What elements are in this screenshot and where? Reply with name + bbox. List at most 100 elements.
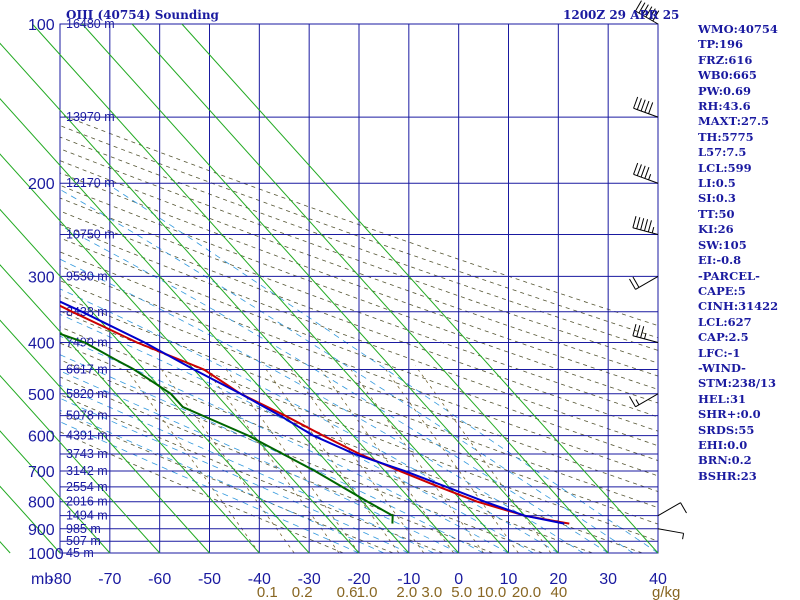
index-line: PW:0.69 (698, 83, 752, 98)
height-label: 985 m (66, 522, 101, 536)
index-line: BRN:0.2 (698, 453, 752, 468)
pressure-tick-label: 600 (28, 429, 55, 446)
wind-barb (629, 275, 659, 290)
barb-flag (648, 102, 654, 114)
barb-staff (657, 502, 681, 517)
skewed-isotherm (0, 540, 11, 554)
wind-barb (632, 216, 659, 235)
barb-flag (636, 325, 641, 337)
skewed-isotherm (0, 264, 260, 554)
x-unit-label: mb (31, 571, 53, 588)
pressure-tick-label: 500 (28, 387, 55, 404)
profile-line (60, 304, 570, 525)
wind-barb (633, 96, 659, 118)
skewed-isotherm (0, 42, 460, 554)
temperature-tick-label: -70 (98, 571, 121, 588)
mixing-ratio-label: 0.1 (257, 584, 278, 600)
index-line: SI:0.3 (698, 191, 736, 206)
height-label: 3743 m (66, 447, 108, 461)
height-label: 10750 m (66, 228, 115, 242)
barb-flag (652, 10, 660, 22)
barb-flag (632, 216, 637, 228)
temperature-tick-label: -10 (397, 571, 420, 588)
temperature-tick-label: -60 (148, 571, 171, 588)
index-line: WMO:40754 (698, 22, 778, 36)
wind-barbs (629, 0, 687, 540)
barb-flag (644, 167, 650, 179)
skewed-isotherm (0, 430, 111, 554)
chart-title: OIII (40754) Sounding (66, 8, 219, 22)
temperature-tick-label: 10 (500, 571, 518, 588)
skewed-isotherm (0, 153, 360, 554)
barb-flag (629, 278, 636, 290)
wind-barb (633, 162, 659, 184)
barb-flag (645, 6, 653, 18)
barb-flag (635, 0, 642, 12)
barb-half (648, 174, 652, 180)
mixing-ratio-label: 20.0 (512, 584, 541, 600)
wind-barb (632, 324, 659, 343)
index-line: EHI:0.0 (698, 437, 748, 452)
height-label: 2554 m (66, 480, 108, 494)
barb-half (682, 533, 685, 540)
skewed-isotherm (0, 374, 161, 554)
barb-flag (647, 220, 652, 233)
temperature-tick-label: 0 (454, 571, 463, 588)
dry-adiabat (60, 295, 658, 525)
moist-adiabat (60, 397, 409, 554)
index-line: HEL:31 (698, 391, 746, 406)
height-label: 45 m (66, 546, 94, 560)
temperature-tick-label: -50 (198, 571, 221, 588)
moist-adiabat (60, 421, 360, 554)
wind-barb (629, 393, 659, 408)
height-label: 2016 m (66, 495, 108, 509)
chart-time: 1200Z 29 APR 25 (563, 8, 680, 22)
barb-half (635, 399, 640, 406)
index-line: TH:5775 (698, 129, 754, 144)
index-line: BSHR:23 (698, 468, 757, 483)
barb-flag (636, 98, 642, 110)
pressure-tick-label: 800 (28, 495, 55, 512)
profile-line (60, 332, 394, 524)
index-line: EI:-0.8 (698, 253, 742, 268)
barb-flag (680, 502, 687, 514)
index-line: CAP:2.5 (698, 330, 749, 345)
height-label: 13970 m (66, 110, 115, 124)
profile-line (60, 300, 565, 525)
indices-panel: WMO:40754 TP:196 FRZ:616 WB0:665 PW:0.69 RH:4… (698, 22, 778, 484)
height-label: 5820 m (66, 387, 108, 401)
barb-flag (641, 4, 649, 16)
barb-staff (635, 10, 659, 25)
pressure-tick-label: 900 (28, 522, 55, 539)
wind-barb (657, 528, 685, 540)
index-line: FRZ:616 (698, 52, 753, 67)
index-line: SW:105 (698, 237, 747, 252)
skewed-isotherm (81, 23, 559, 554)
skewed-isotherm (0, 97, 410, 554)
height-label: 5078 m (66, 409, 108, 423)
height-label: 12170 m (66, 176, 115, 190)
pressure-tick-label: 700 (28, 464, 55, 481)
mixing-ratio-label: 3.0 (421, 584, 442, 600)
barb-flag (640, 99, 646, 112)
moist-adiabat (60, 384, 434, 554)
skewed-isotherm (181, 23, 659, 554)
index-line: KI:26 (698, 222, 734, 237)
barb-flag (640, 326, 645, 338)
temperature-tick-label: 40 (649, 571, 667, 588)
barb-staff (657, 528, 684, 534)
mixing-ratio-label: 5.0 (451, 584, 472, 600)
index-line: LCL:627 (698, 314, 752, 329)
moist-adiabat (60, 188, 634, 554)
barb-flag (640, 165, 646, 178)
height-label: 4391 m (66, 429, 108, 443)
barb-flag (648, 8, 656, 20)
barb-flag (629, 396, 636, 408)
pressure-tick-label: 300 (28, 269, 55, 286)
index-line: L57:7.5 (698, 145, 747, 160)
index-line: RH:43.6 (698, 99, 751, 114)
barb-flag (632, 276, 640, 288)
pressure-tick-label: 400 (28, 335, 55, 352)
mixing-ratio-label: 2.0 (396, 584, 417, 600)
